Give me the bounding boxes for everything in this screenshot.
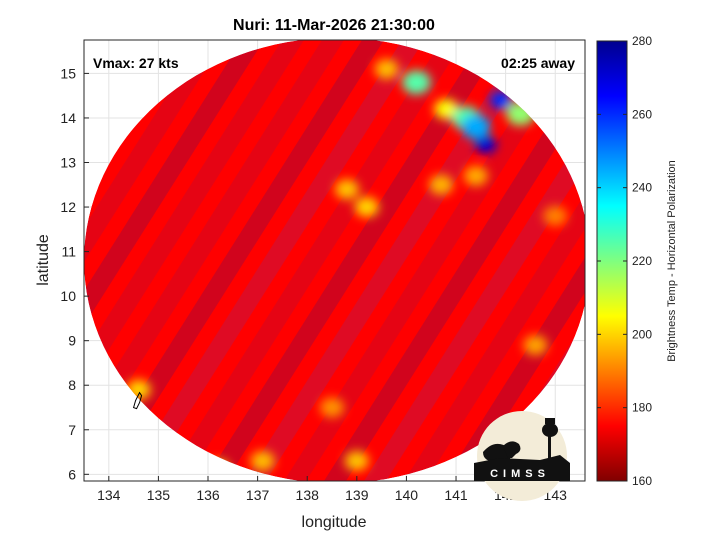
y-tick-label: 6 bbox=[68, 466, 76, 482]
colorbar-tick-label: 180 bbox=[632, 401, 652, 415]
colorbar-tick-label: 260 bbox=[632, 107, 652, 121]
colorbar-tick-label: 280 bbox=[632, 34, 652, 48]
texture-band bbox=[284, 40, 584, 481]
y-axis-label: latitude bbox=[35, 234, 52, 286]
vmax-annotation: Vmax: 27 kts bbox=[93, 55, 179, 71]
colorbar-tick-label: 160 bbox=[632, 474, 652, 488]
y-tick-label: 9 bbox=[68, 333, 76, 349]
y-tick-label: 11 bbox=[61, 244, 76, 260]
texture-band bbox=[0, 40, 24, 481]
texture-band bbox=[444, 40, 585, 481]
x-tick-label: 136 bbox=[196, 487, 220, 503]
colorbar-label: Brightness Temp - Horizontal Polarizatio… bbox=[666, 160, 678, 362]
brightness-feature bbox=[434, 99, 459, 120]
brightness-feature bbox=[320, 397, 345, 418]
colorbar bbox=[596, 40, 628, 482]
texture-band bbox=[244, 40, 544, 481]
texture-band bbox=[404, 40, 585, 481]
colorbar-ticks: 160 180 200 220 240 260 280 bbox=[597, 34, 652, 488]
y-tick-label: 14 bbox=[60, 110, 76, 126]
colorbar-tick-label: 240 bbox=[632, 181, 652, 195]
texture-band bbox=[124, 40, 424, 481]
brightness-features bbox=[126, 58, 568, 480]
time-away-annotation: 02:25 away bbox=[501, 55, 575, 71]
texture-band bbox=[0, 40, 64, 481]
x-tick-label: 140 bbox=[395, 487, 419, 503]
plot-frame bbox=[83, 39, 586, 482]
x-tick-label: 139 bbox=[345, 487, 369, 503]
brightness-feature bbox=[334, 179, 359, 200]
y-tick-label: 10 bbox=[60, 288, 76, 304]
y-tick-label: 8 bbox=[68, 377, 76, 393]
y-tick-label: 13 bbox=[60, 155, 76, 171]
brightness-feature bbox=[354, 197, 379, 218]
colorbar-tick-label: 220 bbox=[632, 254, 652, 268]
cimss-logo: CIMSS bbox=[474, 411, 570, 501]
texture-band bbox=[84, 40, 224, 481]
logo-text: CIMSS bbox=[490, 468, 550, 480]
texture-band bbox=[84, 40, 384, 481]
texture-band bbox=[364, 40, 585, 481]
x-tick-label: 137 bbox=[246, 487, 270, 503]
logo-building-icon bbox=[474, 418, 570, 481]
brightness-feature bbox=[461, 114, 491, 139]
brightness-feature bbox=[543, 205, 568, 226]
island-outline bbox=[132, 391, 143, 410]
brightness-feature bbox=[463, 165, 488, 186]
chart-title: Nuri: 11-Mar-2026 21:30:00 bbox=[233, 17, 435, 34]
y-tick-label: 15 bbox=[60, 65, 76, 81]
x-tick-label: 135 bbox=[147, 487, 171, 503]
brightness-feature bbox=[401, 70, 431, 95]
colorbar-tick-label: 200 bbox=[632, 327, 652, 341]
brightness-feature bbox=[374, 58, 399, 79]
texture-band bbox=[84, 40, 304, 481]
texture-band bbox=[84, 40, 264, 481]
brightness-feature bbox=[523, 335, 548, 356]
y-tick-label: 7 bbox=[68, 422, 76, 438]
y-tick-label: 12 bbox=[60, 199, 76, 215]
x-tick-label: 134 bbox=[97, 487, 121, 503]
texture-band bbox=[204, 40, 504, 481]
texture-band bbox=[84, 40, 344, 481]
texture-band bbox=[324, 40, 585, 481]
x-axis-label: longitude bbox=[302, 514, 367, 531]
brightness-feature bbox=[474, 135, 497, 154]
y-axis: 6 7 8 9 10 11 12 13 14 15 bbox=[60, 65, 89, 482]
x-tick-label: 141 bbox=[444, 487, 468, 503]
brightness-feature bbox=[489, 91, 512, 110]
brightness-feature bbox=[429, 174, 454, 195]
brightness-feature bbox=[344, 450, 369, 471]
swath-background bbox=[84, 40, 585, 481]
x-tick-label: 138 bbox=[296, 487, 320, 503]
texture-band bbox=[164, 40, 464, 481]
brightness-feature bbox=[250, 450, 275, 471]
